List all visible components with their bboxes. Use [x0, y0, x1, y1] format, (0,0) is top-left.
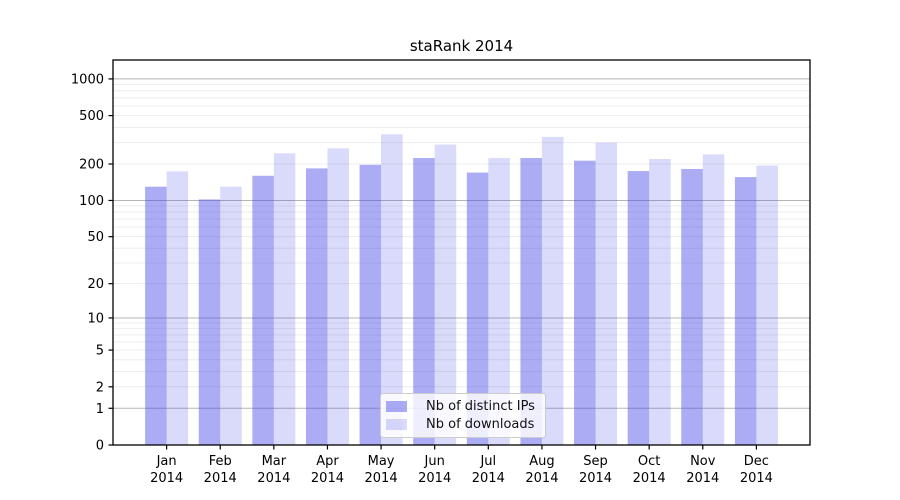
- x-tick-label-year-jan: 2014: [150, 471, 183, 486]
- x-tick-label-month-sep: Sep: [583, 454, 608, 469]
- chart-title: staRank 2014: [409, 37, 514, 55]
- bar-downloads-mar: [273, 153, 296, 445]
- y-tick-label-200: 200: [79, 158, 104, 173]
- legend-item-downloads: Nb of downloads: [386, 416, 539, 433]
- x-tick-label-month-dec: Dec: [744, 454, 769, 469]
- x-tick-label-year-nov: 2014: [686, 471, 719, 486]
- bar-distinct-ips-nov: [681, 168, 703, 445]
- y-tick-label-0: 0: [96, 439, 104, 454]
- y-tick-label-1000: 1000: [71, 72, 104, 87]
- x-tick-label-year-jul: 2014: [472, 471, 505, 486]
- bar-distinct-ips-may: [359, 164, 382, 445]
- bar-downloads-jun: [434, 144, 457, 445]
- bar-distinct-ips-jun: [413, 158, 435, 445]
- plot-border: [112, 59, 811, 446]
- bar-downloads-nov: [702, 154, 725, 445]
- legend: Nb of distinct IPs Nb of downloads: [380, 393, 546, 438]
- bar-distinct-ips-dec: [734, 177, 757, 445]
- x-tick-label-month-jul: Jul: [479, 454, 496, 469]
- bar-downloads-aug: [541, 136, 564, 445]
- x-tick-label-month-jan: Jan: [156, 454, 177, 469]
- bar-downloads-apr: [327, 148, 349, 446]
- x-tick-label-month-nov: Nov: [690, 454, 716, 469]
- y-tick-label-10: 10: [87, 311, 104, 326]
- bar-distinct-ips-oct: [627, 171, 650, 445]
- bar-downloads-may: [381, 134, 403, 445]
- x-tick-label-month-jun: Jun: [424, 454, 445, 469]
- bar-downloads-dec: [756, 165, 778, 445]
- x-tick-label-month-may: May: [368, 454, 395, 469]
- y-tick-label-100: 100: [79, 194, 104, 209]
- bar-distinct-ips-aug: [520, 158, 542, 445]
- legend-label-downloads: Nb of downloads: [426, 417, 535, 432]
- bar-distinct-ips-mar: [252, 175, 274, 445]
- bar-downloads-sep: [595, 142, 618, 446]
- bar-distinct-ips-jul: [466, 172, 489, 445]
- bar-distinct-ips-apr: [305, 168, 328, 445]
- legend-item-distinct-ips: Nb of distinct IPs: [386, 398, 539, 415]
- legend-swatch-distinct-ips-icon: [386, 401, 407, 412]
- y-tick-label-5: 5: [96, 344, 104, 359]
- y-tick-label-50: 50: [87, 230, 104, 245]
- y-tick-label-500: 500: [79, 109, 104, 124]
- x-tick-label-month-aug: Aug: [529, 454, 554, 469]
- x-tick-label-year-jun: 2014: [418, 471, 451, 486]
- legend-label-distinct-ips: Nb of distinct IPs: [426, 399, 535, 414]
- bar-downloads-jul: [488, 158, 510, 445]
- x-tick-label-year-aug: 2014: [525, 471, 558, 486]
- bar-distinct-ips-jan: [145, 186, 167, 445]
- bar-distinct-ips-feb: [198, 199, 221, 445]
- y-tick-label-20: 20: [87, 277, 104, 292]
- x-tick-label-month-oct: Oct: [638, 454, 660, 469]
- x-tick-label-month-feb: Feb: [209, 454, 232, 469]
- x-tick-label-year-apr: 2014: [311, 471, 344, 486]
- bar-downloads-oct: [649, 158, 671, 445]
- x-tick-label-year-dec: 2014: [740, 471, 773, 486]
- x-tick-label-year-mar: 2014: [257, 471, 290, 486]
- x-tick-label-month-apr: Apr: [316, 454, 339, 469]
- x-tick-label-year-oct: 2014: [633, 471, 666, 486]
- y-tick-label-2: 2: [96, 380, 104, 395]
- x-tick-label-month-mar: Mar: [262, 454, 287, 469]
- x-tick-label-year-feb: 2014: [204, 471, 237, 486]
- x-tick-label-year-may: 2014: [365, 471, 398, 486]
- bar-downloads-feb: [220, 186, 242, 445]
- bar-distinct-ips-sep: [574, 160, 596, 446]
- bar-downloads-jan: [166, 171, 189, 445]
- x-tick-label-year-sep: 2014: [579, 471, 612, 486]
- legend-swatch-downloads-icon: [386, 419, 407, 430]
- y-tick-label-1: 1: [96, 402, 104, 417]
